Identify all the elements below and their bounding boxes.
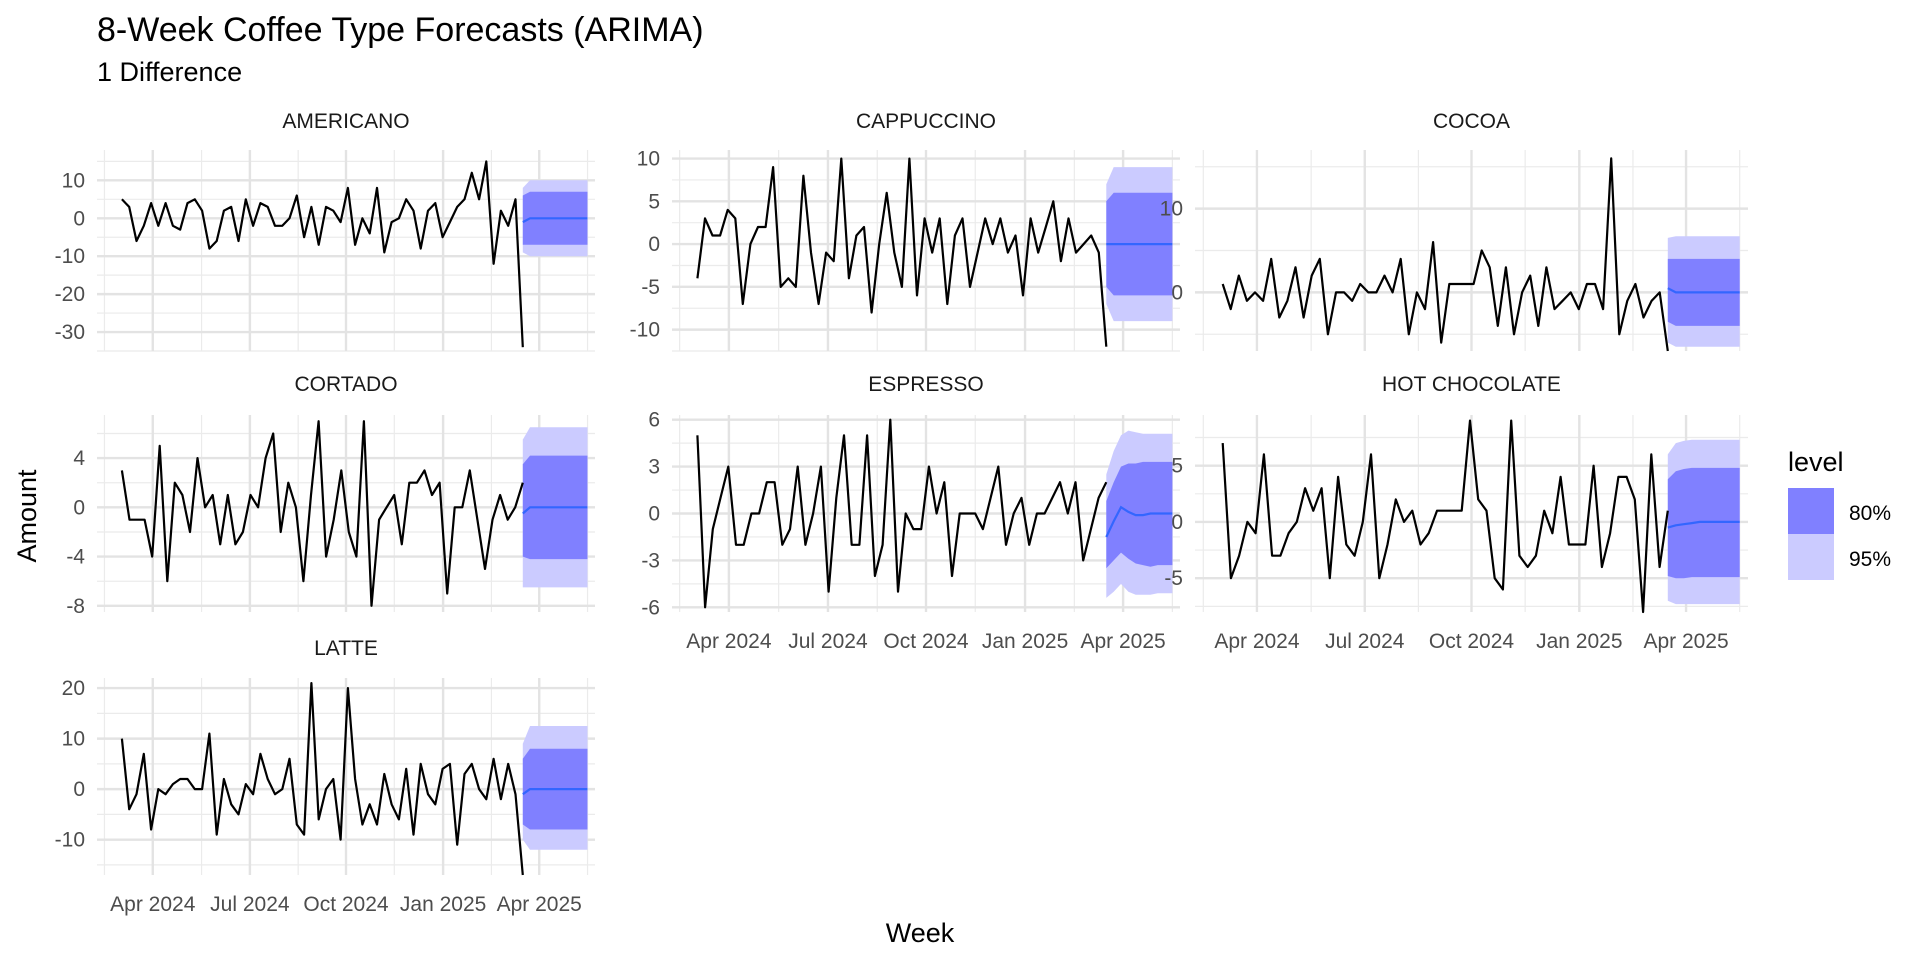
panel-strip-label: CORTADO (294, 373, 397, 396)
panel-cortado: CORTADO 4 0 -4 -8 (66, 373, 595, 618)
x-tick-label: Apr 2025 (497, 893, 582, 916)
forecast-mean-line (1667, 287, 1740, 294)
history-line (1221, 157, 1669, 352)
x-tick-label: Apr 2025 (1643, 630, 1728, 653)
panel-strip-label: ESPRESSO (868, 373, 984, 396)
y-tick-label: -20 (55, 283, 85, 306)
legend: level 80% 95% (1788, 447, 1891, 580)
y-tick-label: 4 (73, 447, 85, 470)
panel-strip-label: HOT CHOCOLATE (1382, 373, 1561, 396)
legend-key-95 (1788, 534, 1834, 580)
x-tick-label: Apr 2024 (686, 630, 772, 653)
y-tick-label: 10 (62, 169, 85, 192)
x-tick-label: Jul 2024 (210, 893, 290, 916)
panel-hot-chocolate: HOT CHOCOLATE 5 0 -5 Apr 2024 Jul 2024 Oct 202… (1164, 373, 1748, 653)
x-tick-label: Jan 2025 (400, 893, 486, 916)
panel-strip-label: LATTE (314, 637, 378, 660)
y-tick-label: 0 (73, 496, 85, 519)
panel-espresso: ESPRESSO 6 3 0 -3 -6 Apr 2024 Jul 2024 Oct 2024 J… (641, 373, 1180, 653)
forecast-mean-line (522, 217, 588, 224)
chart-title: 8-Week Coffee Type Forecasts (ARIMA) (97, 11, 704, 49)
y-tick-label: -4 (66, 546, 85, 569)
y-tick-label: 6 (648, 409, 660, 432)
legend-label-95: 95% (1849, 548, 1891, 571)
y-tick-label: -10 (55, 829, 85, 852)
x-tick-label: Jul 2024 (788, 630, 868, 653)
x-tick-label: Jul 2024 (1325, 630, 1405, 653)
y-tick-label: -10 (55, 245, 85, 268)
panel-strip-label: CAPPUCCINO (856, 110, 996, 133)
history-line (1221, 419, 1669, 614)
y-tick-label: 10 (637, 148, 660, 171)
x-tick-label: Oct 2024 (303, 893, 389, 916)
legend-key-80 (1788, 488, 1834, 534)
history-line (120, 420, 524, 607)
x-tick-label: Apr 2025 (1080, 630, 1165, 653)
y-tick-label: 10 (62, 728, 85, 751)
forecast-mean-line (522, 788, 588, 796)
history-line (696, 157, 1108, 347)
y-tick-label: -5 (1164, 567, 1183, 590)
y-tick-label: -8 (66, 595, 85, 618)
y-tick-label: -3 (641, 549, 660, 572)
legend-title: level (1788, 447, 1844, 477)
y-tick-label: 10 (1160, 198, 1183, 221)
y-tick-label: -30 (55, 321, 85, 344)
y-tick-label: -6 (641, 596, 660, 619)
forecast-mean-line (1105, 505, 1173, 538)
x-tick-label: Oct 2024 (1429, 630, 1515, 653)
panel-latte: LATTE 20 10 0 -10 Apr 2024 Jul 2024 Oct 2024 Jan… (55, 637, 595, 916)
y-tick-label: 5 (1171, 455, 1183, 478)
x-tick-label: Apr 2024 (110, 893, 196, 916)
history-line (121, 160, 524, 348)
x-tick-label: Jan 2025 (982, 630, 1068, 653)
history-line (696, 418, 1108, 609)
forecast-mean-line (1667, 520, 1740, 529)
panel-strip-label: AMERICANO (282, 110, 409, 133)
facet-panels: AMERICANO100-10-20-30CAPPUCCINO1050-5-10… (55, 110, 1748, 916)
chart-subtitle: 1 Difference (97, 57, 242, 87)
y-tick-label: -5 (641, 276, 660, 299)
y-tick-label: 3 (648, 456, 660, 479)
panel-cocoa: COCOA 10 0 (1160, 110, 1748, 352)
y-tick-label: 0 (73, 778, 85, 801)
y-tick-label: 0 (1171, 281, 1183, 304)
panel-cappuccino: CAPPUCCINO 10 5 0 -5 -10 (630, 110, 1180, 352)
y-tick-label: 0 (1171, 511, 1183, 534)
y-axis-title: Amount (12, 469, 42, 563)
x-tick-label: Jan 2025 (1536, 630, 1622, 653)
y-tick-label: 0 (648, 503, 660, 526)
legend-label-80: 80% (1849, 502, 1891, 525)
x-tick-label: Oct 2024 (883, 630, 969, 653)
y-tick-label: 20 (62, 677, 85, 700)
forecast-band-80 (1667, 467, 1740, 579)
y-tick-label: 0 (648, 233, 660, 256)
y-tick-label: -10 (630, 319, 660, 342)
forecast-mean-line (522, 506, 588, 515)
y-tick-label: 0 (73, 207, 85, 230)
panel-americano: AMERICANO 10 0 -10 -20 -30 (55, 110, 595, 352)
x-axis-title: Week (886, 918, 955, 948)
y-tick-label: 5 (648, 190, 660, 213)
panel-strip-label: COCOA (1433, 110, 1510, 133)
x-tick-label: Apr 2024 (1214, 630, 1300, 653)
history-line (120, 682, 524, 876)
